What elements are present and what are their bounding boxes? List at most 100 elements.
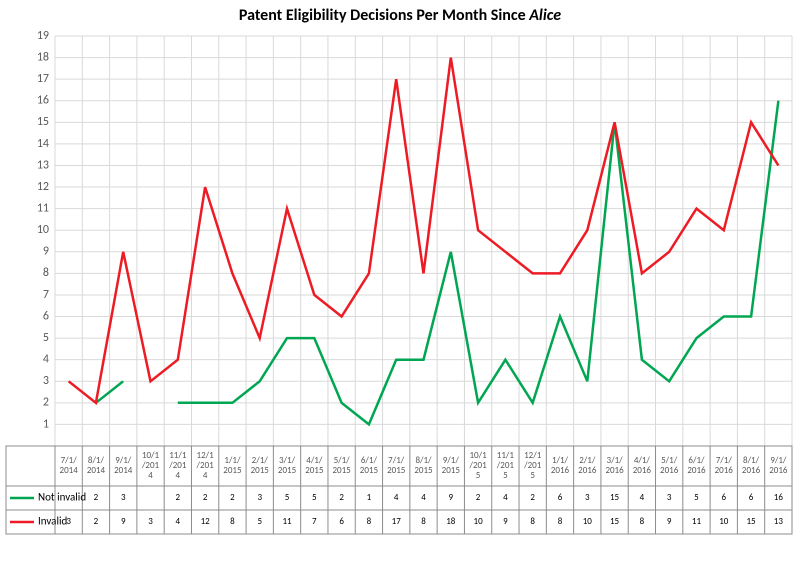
y-tick-label: 9: [43, 245, 49, 259]
table-cell: 10: [719, 516, 729, 527]
table-cell: 10: [583, 516, 593, 527]
table-cell: 8: [421, 516, 426, 527]
table-cell: 2: [339, 492, 344, 503]
table-cell: 11: [282, 516, 292, 527]
legend-label: Invalid: [38, 515, 67, 528]
x-category-label: 2015: [387, 465, 406, 476]
y-tick-label: 17: [37, 72, 49, 86]
chart-container: Patent Eligibility Decisions Per Month S…: [0, 0, 800, 580]
table-cell: 6: [558, 492, 563, 503]
y-tick-label: 18: [37, 50, 49, 64]
table-cell: 5: [312, 492, 317, 503]
x-category-label: 2016: [551, 465, 570, 476]
table-cell: 8: [530, 516, 535, 527]
y-tick-label: 10: [37, 223, 49, 237]
table-cell: 17: [392, 516, 402, 527]
x-category-label: 2015: [251, 465, 270, 476]
table-cell: 2: [476, 492, 481, 503]
y-tick-label: 8: [43, 266, 49, 280]
y-tick-label: 1: [43, 417, 49, 431]
table-cell: 11: [692, 516, 702, 527]
x-category-label: 2016: [687, 465, 706, 476]
table-cell: 16: [774, 492, 784, 503]
x-category-label: 2015: [332, 465, 351, 476]
table-cell: 15: [610, 492, 620, 503]
x-category-label: 2016: [633, 465, 652, 476]
y-tick-label: 6: [43, 309, 49, 323]
table-cell: 2: [530, 492, 535, 503]
x-category-label: 2014: [114, 465, 133, 476]
x-category-label: 2015: [442, 465, 461, 476]
table-cell: 6: [339, 516, 344, 527]
table-cell: 4: [640, 492, 645, 503]
table-cell: 4: [176, 516, 181, 527]
y-tick-label: 12: [37, 180, 49, 194]
table-cell: 4: [503, 492, 508, 503]
x-category-label: 4: [148, 470, 153, 481]
table-cell: 5: [285, 492, 290, 503]
y-tick-label: 3: [43, 374, 49, 388]
table-cell: 18: [446, 516, 456, 527]
table-cell: 3: [257, 492, 262, 503]
x-category-label: 5: [476, 470, 481, 481]
y-tick-label: 16: [37, 94, 49, 108]
y-tick-label: 13: [37, 158, 49, 172]
y-tick-label: 7: [43, 288, 49, 302]
chart-title-italic: Alice: [529, 6, 561, 25]
table-cell: 2: [94, 516, 99, 527]
table-cell: 3: [121, 492, 126, 503]
x-category-label: 2015: [223, 465, 242, 476]
y-tick-label: 15: [37, 115, 49, 129]
table-cell: 2: [230, 492, 235, 503]
y-tick-label: 11: [37, 201, 49, 215]
x-category-label: 2015: [414, 465, 433, 476]
x-category-label: 2016: [660, 465, 679, 476]
table-cell: 8: [558, 516, 563, 527]
x-category-label: 2016: [769, 465, 788, 476]
x-category-label: 2015: [360, 465, 379, 476]
y-tick-label: 2: [43, 396, 49, 410]
table-cell: 9: [503, 516, 508, 527]
table-cell: 6: [749, 492, 754, 503]
x-category-label: 2016: [578, 465, 597, 476]
table-cell: 3: [667, 492, 672, 503]
x-category-label: 4: [203, 470, 208, 481]
legend-label: Not invalid: [38, 491, 86, 504]
table-cell: 4: [421, 492, 426, 503]
table-cell: 10: [474, 516, 484, 527]
table-cell: 3: [66, 516, 71, 527]
x-category-label: 2015: [305, 465, 324, 476]
table-cell: 7: [312, 516, 317, 527]
table-cell: 2: [176, 492, 181, 503]
x-category-label: 5: [503, 470, 508, 481]
table-cell: 8: [230, 516, 235, 527]
x-category-label: 5: [530, 470, 535, 481]
x-category-label: 2016: [715, 465, 734, 476]
table-cell: 4: [394, 492, 399, 503]
table-cell: 13: [774, 516, 784, 527]
table-cell: 9: [667, 516, 672, 527]
table-cell: 12: [201, 516, 211, 527]
x-category-label: 2015: [278, 465, 297, 476]
y-tick-label: 4: [43, 353, 49, 367]
chart-title-text: Patent Eligibility Decisions Per Month S…: [239, 6, 529, 25]
chart-title: Patent Eligibility Decisions Per Month S…: [0, 6, 800, 25]
table-cell: 3: [148, 516, 153, 527]
table-cell: 1: [367, 492, 372, 503]
table-cell: 15: [610, 516, 620, 527]
chart-svg: 123456789101112131415161718197/1/20148/1…: [0, 0, 800, 580]
table-cell: 5: [694, 492, 699, 503]
table-cell: 9: [449, 492, 454, 503]
table-cell: 5: [257, 516, 262, 527]
y-tick-label: 14: [37, 137, 49, 151]
table-cell: 6: [721, 492, 726, 503]
x-category-label: 2014: [60, 465, 79, 476]
y-tick-label: 19: [37, 29, 49, 43]
table-cell: 2: [203, 492, 208, 503]
table-cell: 15: [746, 516, 756, 527]
table-cell: 8: [640, 516, 645, 527]
y-tick-label: 5: [43, 331, 49, 345]
x-category-label: 4: [176, 470, 181, 481]
x-category-label: 2016: [605, 465, 624, 476]
table-cell: 2: [94, 492, 99, 503]
